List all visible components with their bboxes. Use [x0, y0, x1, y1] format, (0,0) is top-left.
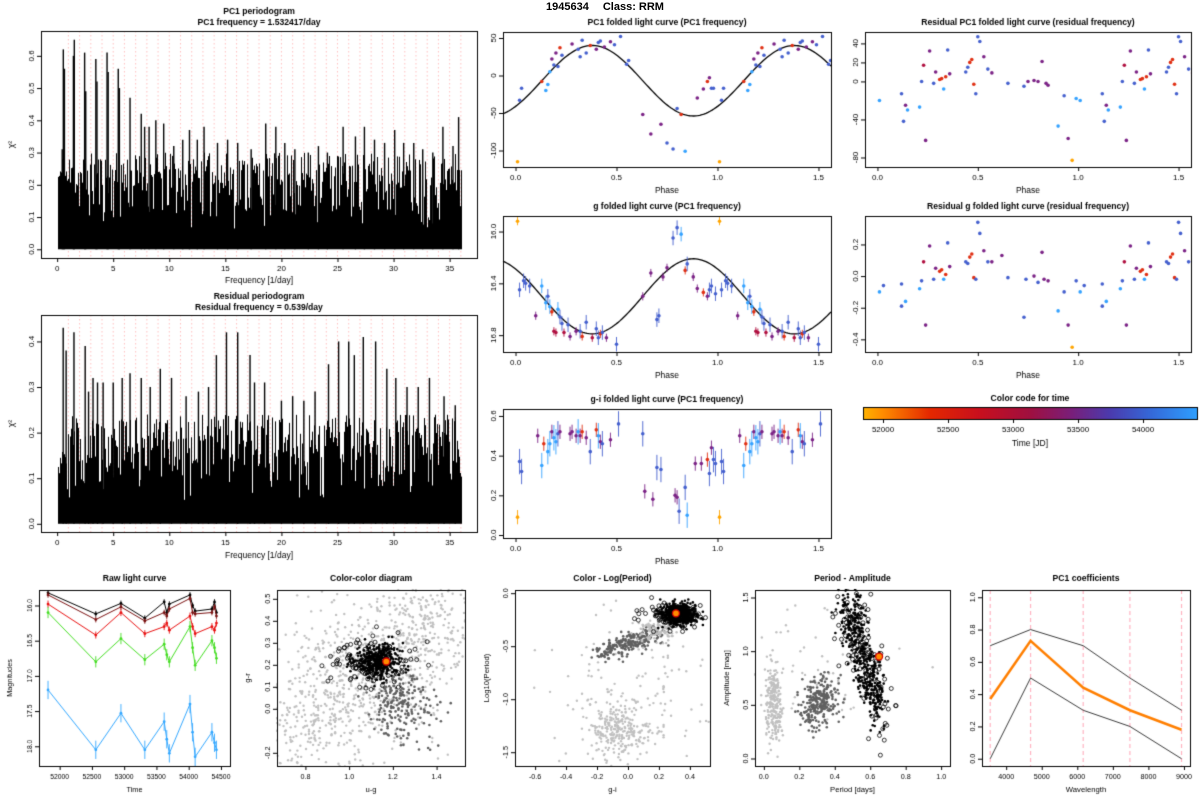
panel-period-amplitude — [730, 575, 980, 800]
panel-raw-light-curve — [0, 575, 250, 800]
panel-color-color-diagram — [245, 575, 495, 800]
panel-pc1-periodogram — [0, 5, 480, 285]
class-label: Class: RRM — [602, 1, 664, 13]
panel-pc1-coefficients — [955, 575, 1200, 800]
object-id: 1945634 — [546, 1, 589, 13]
panel-residual-pc1-folded — [840, 15, 1200, 200]
panel-color-logperiod — [490, 575, 735, 800]
panel-residual-g-folded — [840, 200, 1200, 385]
panel-residual-periodogram — [0, 288, 480, 570]
panel-time-colorbar — [845, 390, 1200, 455]
panel-gi-folded — [480, 390, 840, 570]
panel-pc1-folded — [480, 15, 840, 200]
panel-g-folded — [480, 200, 840, 385]
figure-header: 1945634 Class: RRM — [455, 1, 755, 13]
